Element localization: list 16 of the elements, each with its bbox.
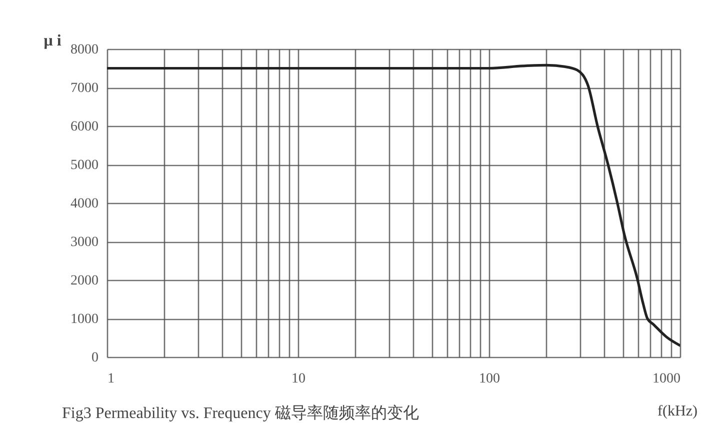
y-axis-title: μ i xyxy=(44,32,62,50)
x-tick-label: 1000 xyxy=(652,372,680,386)
x-axis-title: f(kHz) xyxy=(658,404,698,420)
x-tick-label: 100 xyxy=(479,372,500,386)
y-tick-label: 5000 xyxy=(70,158,98,173)
y-tick-label: 7000 xyxy=(70,81,98,96)
y-tick-label: 0 xyxy=(92,350,98,366)
y-tick-label: 6000 xyxy=(70,120,98,134)
y-tick-label: 4000 xyxy=(70,196,98,212)
y-tick-label: 2000 xyxy=(70,274,98,288)
x-tick-label: 1 xyxy=(108,372,114,386)
text: Fig3 Permeability vs. Frequency 磁导率随频率的变化 xyxy=(62,404,419,422)
y-tick-label: 1000 xyxy=(70,312,98,327)
x-tick-label: 10 xyxy=(292,372,306,386)
y-tick-label: 8000 xyxy=(70,42,98,58)
y-tick-label: 3000 xyxy=(70,235,98,250)
